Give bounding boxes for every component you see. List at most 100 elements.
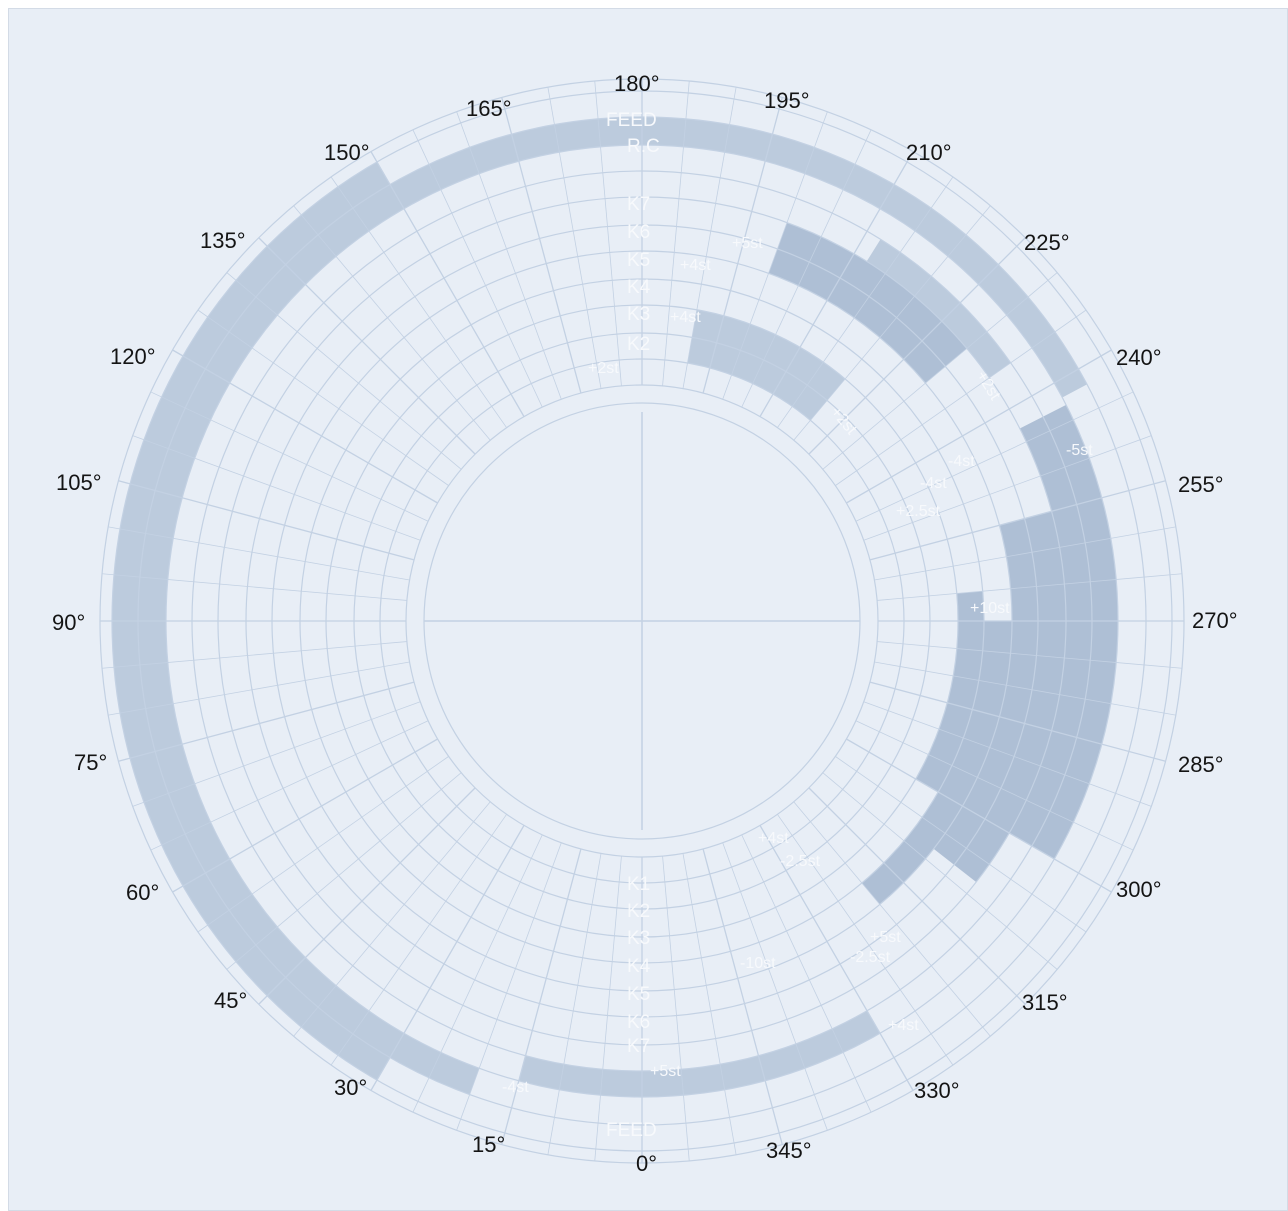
grid-radial xyxy=(835,756,1087,933)
band-label: +4st xyxy=(670,309,701,326)
band-label: -2.5st xyxy=(850,949,891,966)
degree-label: 210° xyxy=(906,140,952,165)
grid-radial xyxy=(822,772,1058,970)
ring-label: K5 xyxy=(627,984,650,1005)
band-label: -5st xyxy=(1066,442,1093,459)
grid-radial xyxy=(258,787,476,1005)
degree-label: 330° xyxy=(914,1078,960,1103)
degree-label: 45° xyxy=(214,988,247,1013)
grid-radial xyxy=(547,853,602,1155)
grid-radial xyxy=(877,641,1182,669)
band-label: +5st xyxy=(732,235,763,252)
ring-label: K4 xyxy=(627,277,651,298)
band-label: +2.5st xyxy=(896,503,941,520)
degree-label: 30° xyxy=(334,1075,367,1100)
grid-radial xyxy=(108,526,410,581)
grid-radial xyxy=(846,738,1112,893)
grid-radial xyxy=(874,661,1176,716)
grid-radial xyxy=(682,853,737,1155)
degree-label: 240° xyxy=(1116,345,1162,370)
grid-radial xyxy=(855,720,1134,851)
grid-radial xyxy=(132,701,421,807)
grid-radial xyxy=(808,237,1026,455)
grid-radial xyxy=(412,834,543,1113)
grid-radial xyxy=(293,205,491,441)
cam-band xyxy=(518,1055,642,1097)
cam-band xyxy=(866,239,1011,378)
grid-radial xyxy=(456,842,562,1131)
band-label: -2.5st xyxy=(780,853,821,870)
grid-radial xyxy=(501,848,582,1145)
cam-band xyxy=(1009,404,1118,859)
degree-label: 165° xyxy=(466,96,512,121)
grid-radial xyxy=(197,309,449,486)
band-label: +4st xyxy=(758,830,789,847)
cam-band xyxy=(687,309,846,421)
grid-radial xyxy=(793,801,991,1037)
cam-band xyxy=(768,222,967,384)
ring-label: K3 xyxy=(627,304,650,325)
grid-radial xyxy=(547,87,602,389)
grid-radial xyxy=(370,151,525,417)
grid-radial xyxy=(197,756,449,933)
grid-radial xyxy=(822,272,1058,470)
grid-radial xyxy=(108,661,410,716)
degree-label: 105° xyxy=(56,470,102,495)
grid-radial xyxy=(741,129,872,408)
grid-radial xyxy=(863,435,1152,541)
grid-radial xyxy=(412,129,543,408)
ring-label: R.C xyxy=(627,136,660,157)
grid-radial xyxy=(722,111,828,400)
grid-radial xyxy=(594,856,622,1161)
grid-radial xyxy=(777,814,954,1066)
ring-label: K4 xyxy=(627,956,651,977)
grid-radial xyxy=(741,834,872,1113)
grid-radial xyxy=(258,237,476,455)
band-label: -4st xyxy=(502,1079,529,1096)
grid-radial xyxy=(874,526,1176,581)
ring-label: FEED xyxy=(606,1120,657,1141)
degree-label: 60° xyxy=(126,880,159,905)
grid-radial xyxy=(869,681,1166,762)
ring-label: K2 xyxy=(627,901,650,922)
ring-label: K7 xyxy=(627,194,650,215)
grid-radial xyxy=(877,573,1182,601)
degree-label: 75° xyxy=(74,750,107,775)
grid-radial xyxy=(702,97,783,394)
grid-radial xyxy=(662,81,690,386)
grid-radial xyxy=(702,848,783,1145)
cam-band xyxy=(642,1010,880,1097)
grid-radial xyxy=(456,111,562,400)
grid-radial xyxy=(150,720,429,851)
grid-radial xyxy=(293,801,491,1037)
bottom-ring-labels: K1 K2 K3 K4 K5 K6 K7 FEED xyxy=(606,874,657,1141)
band-labels: +5st +4st +4st +2st +2st +2st -5st -4st … xyxy=(502,235,1093,1096)
band-label: +10st xyxy=(970,600,1010,617)
ring-label: K3 xyxy=(627,928,650,949)
degree-label: 120° xyxy=(110,344,156,369)
band-label: +2st xyxy=(588,360,619,377)
degree-label: 270° xyxy=(1192,608,1238,633)
grid-radial xyxy=(722,842,828,1131)
cam-band xyxy=(933,511,1066,883)
band-label: -10st xyxy=(740,955,776,972)
grid-radial xyxy=(172,738,438,893)
degree-label: 285° xyxy=(1178,752,1224,777)
ring-label: K7 xyxy=(627,1036,650,1057)
degree-label: 300° xyxy=(1116,877,1162,902)
grid-radial xyxy=(777,176,954,428)
grid-radial xyxy=(835,309,1087,486)
degree-label: 225° xyxy=(1024,230,1070,255)
grid-radial xyxy=(869,480,1166,561)
grid-radial xyxy=(846,349,1112,504)
grid-radial xyxy=(330,814,507,1066)
degree-label: 135° xyxy=(200,228,246,253)
grid-radial xyxy=(501,97,582,394)
ring-label: K6 xyxy=(627,1012,650,1033)
grid-radial xyxy=(132,435,421,541)
degree-labels: 180° 195° 210° 225° 240° 255° 270° 285° … xyxy=(52,71,1238,1176)
grid-radial xyxy=(662,856,690,1161)
grid-radial xyxy=(855,391,1134,522)
